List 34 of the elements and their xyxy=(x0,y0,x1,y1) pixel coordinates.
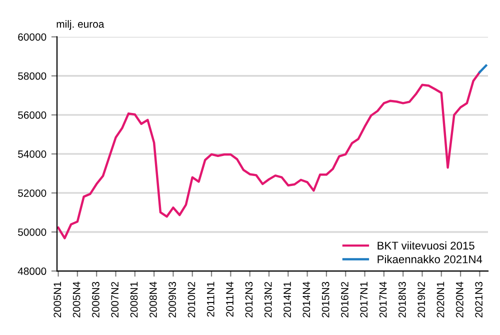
x-tick-label: 2009N3 xyxy=(168,282,176,318)
y-tick-label: 54000 xyxy=(18,150,46,158)
x-tick-label: 2019N2 xyxy=(418,282,426,318)
x-tick-label: 2018N3 xyxy=(398,282,406,318)
x-tick-label: 2008N4 xyxy=(149,282,157,318)
x-tick-label: 2016N2 xyxy=(341,282,348,318)
legend-label: BKT viitevuosi 2015 xyxy=(378,241,474,250)
x-tick-label: 2007N2 xyxy=(111,282,119,318)
x-tick-label: 2005N1 xyxy=(54,282,62,318)
x-tick-label: 2014N4 xyxy=(302,282,310,318)
x-tick-label: 2012N3 xyxy=(245,282,253,318)
legend-label: Pikaennakko 2021N4 xyxy=(378,255,482,264)
x-tick-label: 2020N1 xyxy=(436,282,444,318)
y-tick-label: 60000 xyxy=(18,33,46,41)
x-tick-label: 2017N1 xyxy=(360,282,368,318)
x-tick-label: 2013N2 xyxy=(264,282,272,318)
y-tick-label: 48000 xyxy=(18,268,46,275)
x-tick-label: 2011N1 xyxy=(206,282,214,317)
x-tick-label: 2010N2 xyxy=(188,282,196,318)
x-tick-label: 2014N1 xyxy=(284,282,291,318)
line-series xyxy=(57,71,481,240)
x-tick-label: 2017N4 xyxy=(379,282,387,318)
y-tick-label: 50000 xyxy=(18,228,46,236)
y-tick-label: 56000 xyxy=(18,111,46,119)
x-tick-label: 2006N3 xyxy=(92,282,100,318)
x-tick-label: 2008N1 xyxy=(130,282,138,318)
y-tick-label: 58000 xyxy=(18,72,46,80)
x-tick-label: 2011N4 xyxy=(226,282,234,317)
x-tick-label: 2021N3 xyxy=(475,282,482,318)
x-tick-label: 2020N4 xyxy=(456,282,464,318)
x-tick-label: 2005N4 xyxy=(72,282,80,318)
x-tick-label: 2015N3 xyxy=(322,282,330,318)
y-axis-title: milj. euroa xyxy=(56,20,104,30)
y-tick-label: 52000 xyxy=(18,189,46,197)
